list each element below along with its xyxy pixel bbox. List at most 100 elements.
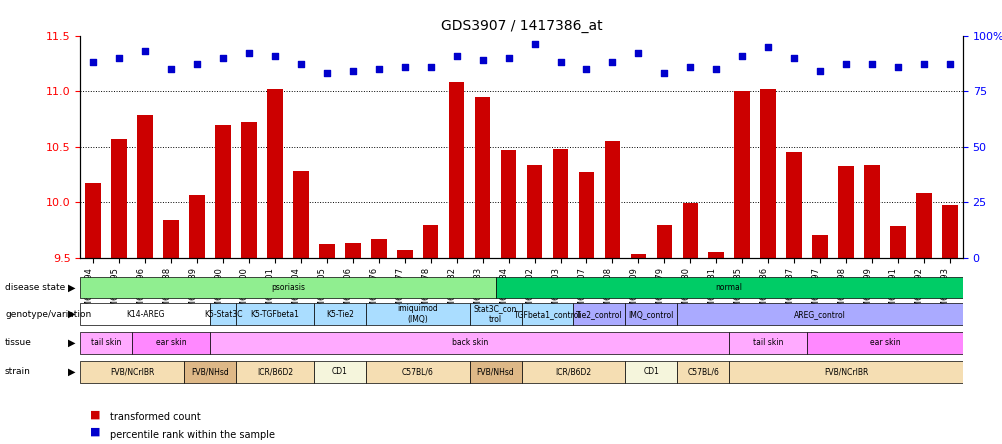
Bar	[85, 183, 101, 258]
Text: strain: strain	[5, 367, 31, 377]
Text: ear skin: ear skin	[155, 338, 186, 348]
Text: ■: ■	[90, 409, 100, 420]
FancyBboxPatch shape	[728, 332, 807, 354]
Point	[838, 61, 854, 68]
FancyBboxPatch shape	[184, 361, 235, 383]
Point	[163, 65, 179, 72]
FancyBboxPatch shape	[728, 361, 962, 383]
Text: IMQ_control: IMQ_control	[628, 309, 673, 319]
Text: ICR/B6D2: ICR/B6D2	[555, 367, 591, 377]
FancyBboxPatch shape	[80, 361, 184, 383]
Bar	[267, 89, 283, 258]
FancyBboxPatch shape	[132, 332, 209, 354]
Point	[578, 65, 594, 72]
FancyBboxPatch shape	[235, 361, 314, 383]
Text: ■: ■	[90, 427, 100, 437]
Title: GDS3907 / 1417386_at: GDS3907 / 1417386_at	[440, 19, 602, 33]
Point	[422, 63, 438, 70]
FancyBboxPatch shape	[314, 361, 366, 383]
Point	[85, 59, 101, 66]
Text: tail skin: tail skin	[753, 338, 783, 348]
Text: back skin: back skin	[451, 338, 487, 348]
Bar	[371, 239, 386, 258]
Text: percentile rank within the sample: percentile rank within the sample	[110, 430, 276, 440]
Bar	[552, 149, 568, 258]
FancyBboxPatch shape	[807, 332, 962, 354]
Point	[397, 63, 413, 70]
FancyBboxPatch shape	[209, 303, 235, 325]
Text: K5-TGFbeta1: K5-TGFbeta1	[250, 309, 299, 319]
Text: C57BL/6: C57BL/6	[402, 367, 433, 377]
Text: psoriasis: psoriasis	[271, 283, 305, 292]
Bar	[733, 91, 749, 258]
Point	[137, 48, 153, 55]
Text: FVB/NHsd: FVB/NHsd	[191, 367, 228, 377]
Point	[733, 52, 749, 59]
FancyBboxPatch shape	[625, 303, 676, 325]
Point	[448, 52, 464, 59]
Text: ▶: ▶	[68, 282, 75, 293]
Bar	[941, 205, 957, 258]
Bar	[423, 226, 438, 258]
Bar	[189, 195, 204, 258]
FancyBboxPatch shape	[235, 303, 314, 325]
Text: ▶: ▶	[68, 367, 75, 377]
Point	[707, 65, 723, 72]
Point	[319, 70, 335, 77]
Text: imiquimod
(IMQ): imiquimod (IMQ)	[397, 305, 438, 324]
Text: CD1: CD1	[332, 367, 348, 377]
Text: tissue: tissue	[5, 338, 32, 348]
Bar	[915, 193, 931, 258]
Point	[188, 61, 204, 68]
Bar	[137, 115, 152, 258]
FancyBboxPatch shape	[573, 303, 625, 325]
Bar	[707, 252, 723, 258]
Point	[812, 67, 828, 75]
Point	[604, 59, 620, 66]
Text: K14-AREG: K14-AREG	[126, 309, 164, 319]
FancyBboxPatch shape	[366, 303, 469, 325]
Text: C57BL/6: C57BL/6	[686, 367, 718, 377]
Point	[267, 52, 283, 59]
Text: normal: normal	[715, 283, 742, 292]
Bar	[215, 126, 230, 258]
Point	[889, 63, 905, 70]
FancyBboxPatch shape	[366, 361, 469, 383]
Point	[293, 61, 309, 68]
Point	[552, 59, 568, 66]
Bar	[604, 141, 619, 258]
FancyBboxPatch shape	[80, 332, 132, 354]
Text: K5-Stat3C: K5-Stat3C	[203, 309, 242, 319]
Bar	[630, 254, 645, 258]
Point	[786, 54, 802, 61]
Bar	[864, 166, 879, 258]
Text: AREG_control: AREG_control	[794, 309, 846, 319]
Point	[941, 61, 957, 68]
Text: CD1: CD1	[642, 367, 658, 377]
Bar	[812, 235, 827, 258]
Point	[240, 50, 257, 57]
Text: TGFbeta1_control: TGFbeta1_control	[513, 309, 581, 319]
Point	[111, 54, 127, 61]
Point	[655, 70, 671, 77]
Text: genotype/variation: genotype/variation	[5, 309, 91, 319]
Text: FVB/NHsd: FVB/NHsd	[476, 367, 514, 377]
Text: Tie2_control: Tie2_control	[575, 309, 622, 319]
Bar	[760, 89, 776, 258]
Bar	[449, 82, 464, 258]
FancyBboxPatch shape	[314, 303, 366, 325]
Bar	[838, 166, 853, 258]
Point	[214, 54, 230, 61]
Text: disease state: disease state	[5, 283, 65, 292]
FancyBboxPatch shape	[469, 361, 521, 383]
FancyBboxPatch shape	[676, 303, 962, 325]
Point	[474, 56, 490, 63]
Text: ICR/B6D2: ICR/B6D2	[257, 367, 293, 377]
FancyBboxPatch shape	[676, 361, 728, 383]
Text: FVB/NCrIBR: FVB/NCrIBR	[823, 367, 868, 377]
FancyBboxPatch shape	[80, 277, 495, 298]
Bar	[319, 244, 335, 258]
Text: ▶: ▶	[68, 338, 75, 348]
Point	[629, 50, 645, 57]
Text: Stat3C_con
trol: Stat3C_con trol	[473, 305, 517, 324]
